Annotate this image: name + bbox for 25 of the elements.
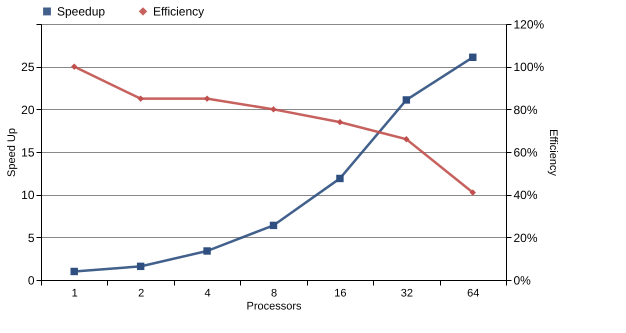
x-tick-label: 32: [400, 288, 413, 300]
legend-label: Efficiency: [153, 4, 204, 18]
y-tick-label: 20: [21, 102, 35, 117]
y-tick-label: 15: [21, 146, 35, 160]
y-tick-label: 0: [28, 274, 35, 288]
y2-tick-label: 100%: [514, 60, 545, 74]
y-axis-title: Speed Up: [6, 128, 18, 177]
y2-tick-label: 120%: [514, 18, 545, 32]
y-tick-label: 10: [21, 188, 35, 202]
y2-tick-label: 60%: [514, 146, 538, 160]
x-tick-label: 16: [334, 288, 347, 300]
y2-tick-label: 40%: [514, 188, 538, 202]
y-tick-label: 5: [28, 230, 35, 245]
x-tick-label: 4: [204, 288, 211, 300]
y2-tick-label: 20%: [514, 230, 538, 245]
x-tick-label: 1: [72, 288, 78, 300]
y2-tick-label: 80%: [514, 102, 538, 117]
y-tick-label: 25: [21, 60, 35, 74]
x-tick-label: 8: [270, 288, 278, 300]
y2-tick-label: 0%: [514, 274, 532, 288]
legend-label: Speedup: [57, 4, 106, 18]
x-tick-label: 64: [467, 288, 480, 300]
x-tick-label: 2: [138, 288, 144, 300]
x-axis-title: Processors: [246, 300, 302, 312]
y2-axis-title: Efficiency: [547, 129, 560, 176]
